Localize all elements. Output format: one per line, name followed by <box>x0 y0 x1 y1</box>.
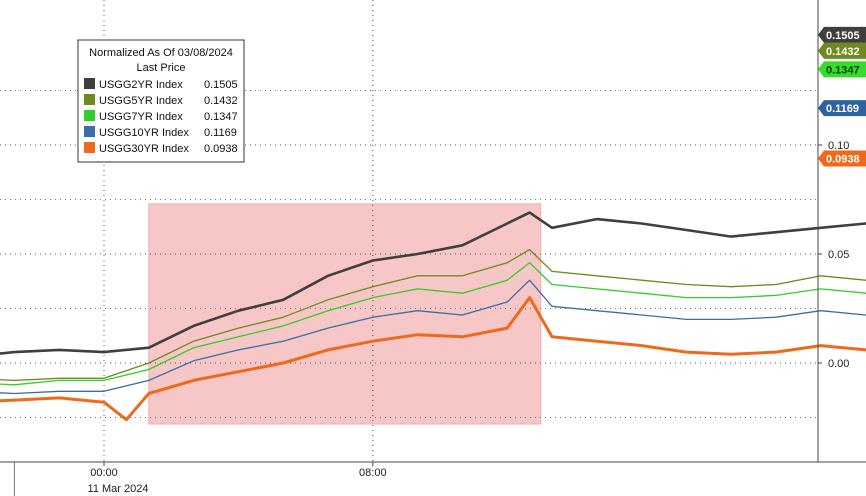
series-line-usgg2yr <box>0 211 866 355</box>
series-line-usgg30yr <box>0 296 866 422</box>
legend-value-3: 0.1347 <box>204 111 238 123</box>
series-lines <box>0 211 866 422</box>
last-price-value-5: 0.0938 <box>826 154 860 166</box>
last-price-value-2: 0.1432 <box>826 46 860 58</box>
legend-swatch-2 <box>84 94 95 105</box>
legend-swatch-1 <box>84 78 95 89</box>
legend-value-1: 0.1505 <box>204 79 238 91</box>
legend-value-2: 0.1432 <box>204 95 238 107</box>
series-line-usgg5yr <box>0 248 866 382</box>
legend-items: USGG2YR Index 0.1505 USGG5YR Index 0.1432 US… <box>84 78 238 155</box>
y-tick-label-3: 0.00 <box>828 358 849 370</box>
legend-value-4: 0.1169 <box>204 127 237 139</box>
legend-swatch-4 <box>84 126 95 137</box>
legend-name-1: USGG2YR Index <box>99 79 183 91</box>
last-price-value-1: 0.1505 <box>826 30 860 42</box>
highlight-bands <box>148 203 542 425</box>
legend: Normalized As Of 03/08/2024 Last Price U… <box>77 39 245 163</box>
legend-name-3: USGG7YR Index <box>99 111 183 123</box>
series-line-usgg10yr <box>0 279 866 395</box>
last-price-value-4: 0.1169 <box>826 103 859 115</box>
last-price-tag-4 <box>818 100 866 117</box>
y-ticks: 0.10 0.05 0.00 <box>818 140 849 370</box>
y-tick-label-1: 0.10 <box>828 140 849 152</box>
series-line-usgg7yr <box>0 262 866 386</box>
x-tick-time-1: 00:00 <box>90 467 118 479</box>
legend-name-4: USGG10YR Index <box>99 127 189 139</box>
legend-subtitle: Last Price <box>137 62 186 74</box>
legend-box <box>77 39 245 163</box>
last-price-tag-5 <box>818 150 866 167</box>
legend-swatch-5 <box>84 142 95 153</box>
legend-name-5: USGG30YR Index <box>99 143 189 155</box>
legend-name-2: USGG5YR Index <box>99 95 183 107</box>
last-price-value-3: 0.1347 <box>826 64 860 76</box>
x-tick-time-2: 08:00 <box>359 467 387 479</box>
last-price-tag-1 <box>818 26 866 43</box>
highlight-band-1 <box>148 203 542 425</box>
axes <box>0 0 866 463</box>
last-price-tag-3 <box>818 61 866 78</box>
x-tick-date-1: 11 Mar 2024 <box>88 483 149 495</box>
last-price-tag-2 <box>818 42 866 59</box>
last-price-tags: 0.1505 0.1432 0.1347 0.1169 0.0938 <box>818 26 866 167</box>
y-tick-label-2: 0.05 <box>828 249 849 261</box>
legend-title: Normalized As Of 03/08/2024 <box>89 47 233 59</box>
legend-swatch-3 <box>84 110 95 121</box>
legend-value-5: 0.0938 <box>204 143 238 155</box>
